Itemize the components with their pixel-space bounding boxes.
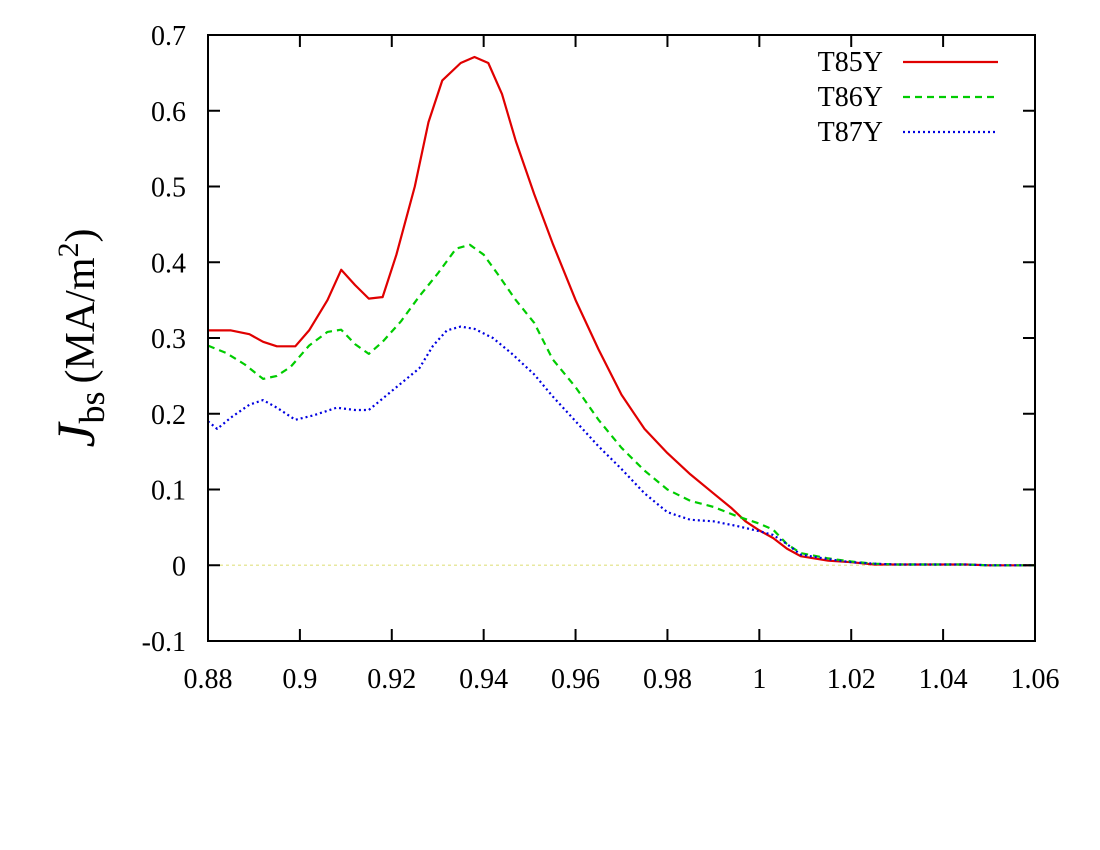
- legend-label-t87y: T87Y: [818, 117, 883, 148]
- y-tick-label: 0: [172, 551, 186, 582]
- y-axis-label-symbol: J: [46, 420, 106, 447]
- y-axis-label-unit-close: ): [58, 229, 104, 243]
- y-tick-label: 0.3: [151, 324, 186, 355]
- y-tick-label: 0.6: [151, 97, 186, 128]
- legend-label-t85y: T85Y: [818, 47, 883, 78]
- x-tick-label: 1.02: [827, 664, 876, 695]
- x-tick-label: 1.04: [919, 664, 968, 695]
- y-axis-label: Jbs (MA/m2): [46, 229, 112, 448]
- plot-frame: [207, 34, 1036, 642]
- x-tick-label: 0.88: [184, 664, 233, 695]
- y-tick-label: 0.7: [151, 21, 186, 52]
- y-axis-label-subscript: bs: [72, 392, 112, 424]
- x-tick-label: 0.9: [282, 664, 317, 695]
- tick-layer: 0.88 0.9 0.92 0.94 0.96 0.98 1 1.02 1.04 1.06 -0.1…: [142, 21, 1060, 695]
- y-axis-label-unit-exponent: 2: [52, 243, 85, 258]
- x-tick-label: 0.96: [551, 664, 600, 695]
- y-tick-label: 0.5: [151, 173, 186, 204]
- x-tick-label: 1: [752, 664, 766, 695]
- x-tick-label: 1.06: [1011, 664, 1060, 695]
- legend-layer: T85Y T86Y T87Y: [818, 47, 998, 148]
- x-tick-label: 0.98: [643, 664, 692, 695]
- x-tick-label: 0.94: [459, 664, 508, 695]
- y-tick-label: 0.1: [151, 476, 186, 507]
- y-axis-label-unit: (MA/m: [58, 257, 104, 383]
- series-layer: [207, 55, 1035, 567]
- series-line-t86y: [207, 243, 1035, 567]
- legend-label-t86y: T86Y: [818, 82, 883, 113]
- y-tick-label: -0.1: [142, 627, 186, 658]
- y-tick-label: 0.2: [151, 400, 186, 431]
- y-tick-label: 0.4: [151, 248, 186, 279]
- series-line-t87y: [207, 325, 1035, 567]
- x-tick-label: 0.92: [367, 664, 416, 695]
- series-line-t85y: [208, 55, 1035, 567]
